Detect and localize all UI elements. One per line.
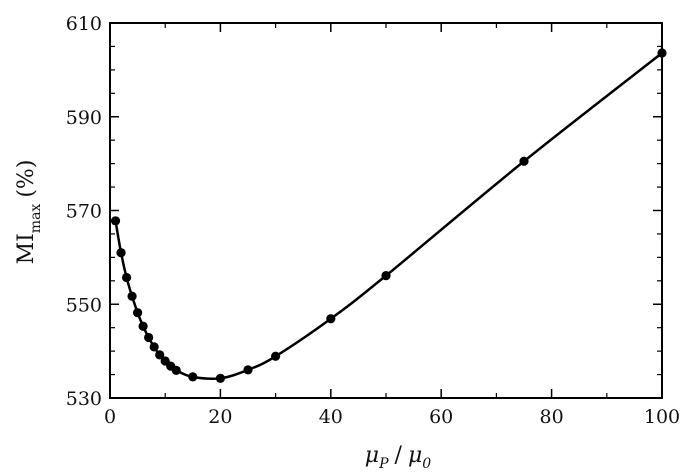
data-point bbox=[657, 48, 667, 58]
x-label-sub1: P bbox=[378, 456, 389, 472]
axis-ticks bbox=[109, 22, 663, 399]
data-point bbox=[110, 216, 121, 226]
axis-tick-labels: 0 20 40 60 80 100 530 550 570 590 610 bbox=[66, 13, 680, 428]
data-point bbox=[127, 291, 137, 301]
data-point bbox=[519, 156, 529, 166]
y-tick-label: 590 bbox=[66, 107, 102, 129]
series-group bbox=[110, 48, 667, 383]
y-label-unit: (%) bbox=[14, 160, 39, 198]
x-tick-label: 60 bbox=[429, 406, 453, 428]
data-point bbox=[271, 351, 281, 361]
data-point bbox=[326, 314, 336, 324]
data-point bbox=[149, 342, 159, 352]
data-point bbox=[243, 365, 253, 375]
data-point bbox=[121, 272, 132, 283]
series-line bbox=[114, 52, 663, 381]
plot-area bbox=[109, 22, 663, 399]
data-point bbox=[188, 372, 198, 382]
x-label-slash: / bbox=[395, 443, 403, 468]
data-point bbox=[381, 271, 391, 281]
x-tick-label: 40 bbox=[319, 406, 343, 428]
y-label-main: MI bbox=[14, 233, 39, 264]
data-point bbox=[215, 373, 225, 383]
data-point bbox=[133, 308, 143, 318]
y-tick-label: 530 bbox=[66, 388, 102, 410]
data-point bbox=[144, 332, 154, 343]
x-label-mu1: μ bbox=[365, 443, 379, 468]
y-axis-label: MImax (%) bbox=[14, 160, 44, 265]
data-point bbox=[155, 350, 165, 360]
x-tick-label: 100 bbox=[644, 406, 680, 428]
data-point bbox=[171, 365, 181, 375]
y-tick-label: 550 bbox=[66, 294, 102, 316]
x-axis-label: μP / μ0 bbox=[365, 443, 431, 472]
y-label-sub: max bbox=[28, 204, 44, 234]
x-tick-label: 20 bbox=[208, 406, 232, 428]
plot-frame bbox=[109, 22, 663, 399]
x-label-mu2: μ bbox=[408, 443, 422, 468]
data-point bbox=[116, 248, 126, 258]
x-tick-label: 80 bbox=[540, 406, 564, 428]
data-point bbox=[138, 321, 148, 331]
y-tick-label: 570 bbox=[66, 201, 102, 223]
y-tick-label: 610 bbox=[66, 13, 102, 35]
x-label-sub2: 0 bbox=[422, 456, 431, 472]
x-tick-label: 0 bbox=[104, 406, 116, 428]
